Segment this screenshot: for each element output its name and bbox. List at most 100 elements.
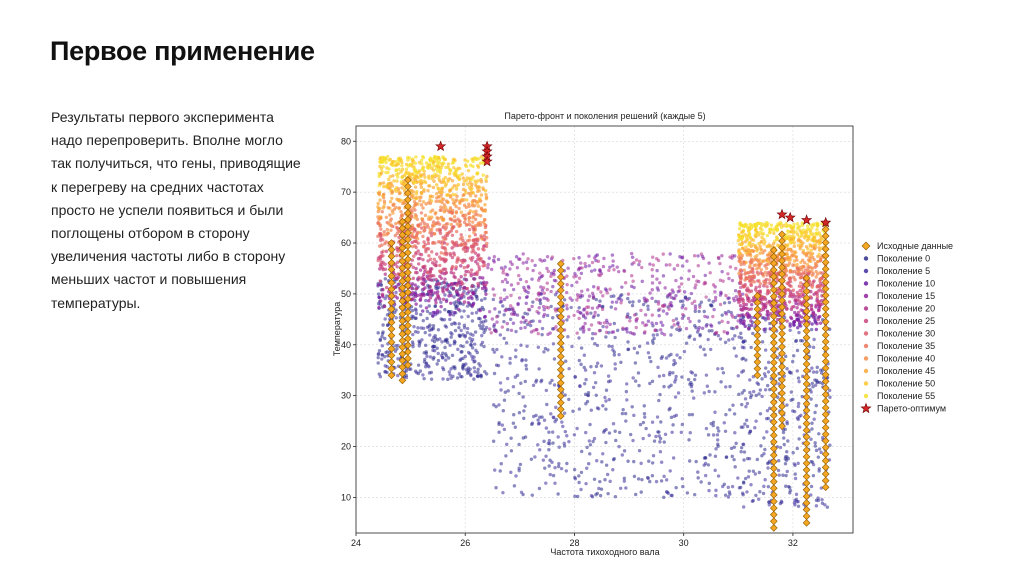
initial-data-point (802, 512, 811, 521)
generation-point (566, 266, 570, 270)
generation-point (464, 205, 468, 210)
generation-point (651, 341, 655, 345)
generation-point (540, 274, 545, 278)
generation-point (531, 300, 535, 304)
generation-point (765, 408, 770, 413)
generation-point (604, 288, 609, 292)
generation-point (662, 474, 666, 479)
generation-point (751, 389, 756, 394)
generation-point (521, 261, 525, 265)
initial-data-point (556, 273, 565, 281)
generation-point (726, 320, 730, 325)
generation-point (794, 301, 798, 306)
generation-point (521, 316, 526, 320)
generation-point (450, 233, 455, 237)
generation-point (795, 222, 800, 226)
initial-data-point (398, 330, 407, 338)
generation-point (436, 358, 441, 363)
generation-point (449, 222, 454, 227)
generation-point (786, 229, 790, 233)
generation-point (749, 280, 754, 284)
generation-point (417, 341, 422, 346)
generation-point (424, 350, 428, 354)
generation-point (467, 290, 471, 294)
generation-point (414, 196, 419, 201)
generation-point (517, 442, 521, 447)
generation-point (428, 296, 433, 300)
generation-point (763, 270, 768, 275)
generation-point (484, 319, 488, 323)
initial-data-point (821, 284, 830, 293)
generation-point (749, 345, 753, 350)
generation-point (457, 322, 461, 326)
generation-point (523, 311, 527, 315)
generation-point (765, 266, 769, 271)
initial-data-point (753, 345, 762, 353)
initial-data-point (404, 328, 412, 336)
generation-point (423, 228, 427, 232)
generation-point (582, 328, 586, 332)
generation-point (480, 286, 485, 291)
generation-point (471, 175, 475, 179)
generation-point (517, 296, 522, 300)
generation-point (466, 350, 471, 355)
generation-point (533, 263, 537, 268)
generation-point (754, 393, 758, 398)
generation-point (390, 196, 394, 200)
generation-point (760, 259, 764, 264)
initial-data-point (398, 323, 407, 332)
initial-data-point (556, 319, 565, 328)
generation-point (464, 277, 468, 282)
generation-point (496, 257, 501, 262)
generation-point (394, 163, 398, 168)
generation-point (439, 199, 443, 204)
generation-point (508, 260, 513, 264)
generation-point (676, 391, 681, 395)
generation-point (793, 299, 797, 303)
generation-point (686, 316, 691, 321)
generation-point (732, 346, 737, 350)
generation-point (447, 172, 452, 176)
generation-point (524, 318, 528, 323)
generation-point (637, 259, 642, 264)
generation-point (817, 432, 821, 436)
generation-point (441, 290, 446, 294)
generation-point (388, 157, 393, 162)
generation-point (792, 354, 796, 358)
generation-point (441, 286, 445, 291)
generation-point (484, 286, 488, 291)
generation-point (470, 296, 474, 301)
generation-point (547, 464, 551, 468)
generation-point (422, 172, 426, 177)
generation-point (419, 203, 424, 207)
generation-point (682, 290, 687, 294)
generation-point (554, 279, 558, 283)
generation-point (800, 231, 804, 235)
generation-point (473, 330, 478, 334)
generation-point (690, 371, 695, 375)
generation-point (546, 332, 550, 337)
generation-point (811, 345, 816, 350)
generation-point (675, 353, 679, 357)
generation-point (718, 302, 723, 307)
generation-point (454, 300, 458, 304)
generation-point (759, 248, 764, 252)
generation-point (429, 377, 434, 381)
generation-point (482, 217, 487, 222)
generation-point (739, 321, 743, 325)
generation-point (385, 294, 389, 298)
generation-point (707, 261, 711, 265)
initial-data-point (802, 439, 811, 448)
initial-data-point (398, 283, 407, 292)
initial-data-point (556, 266, 565, 275)
generation-point (422, 225, 427, 229)
generation-point (422, 293, 426, 297)
initial-data-point (753, 292, 762, 300)
generation-point (456, 256, 460, 260)
generation-point (737, 290, 741, 294)
generation-point (395, 296, 399, 300)
generation-point (469, 268, 474, 272)
generation-point (744, 404, 748, 409)
generation-point (797, 237, 801, 242)
initial-data-point (778, 362, 786, 371)
